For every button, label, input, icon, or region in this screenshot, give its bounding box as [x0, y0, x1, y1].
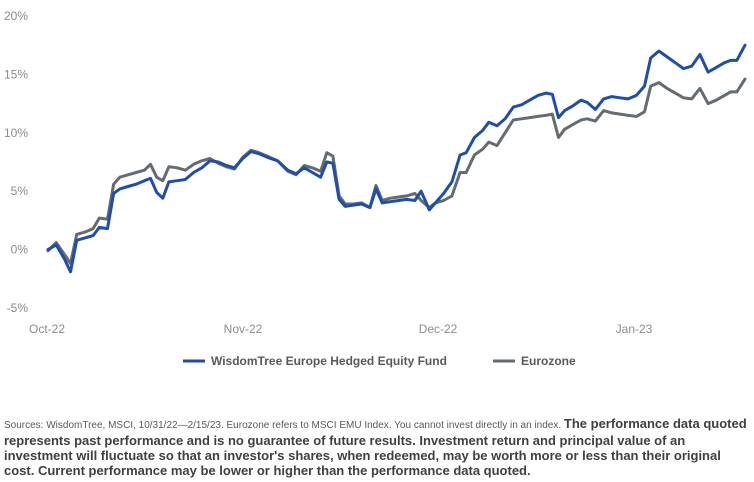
- y-tick-label: 5%: [11, 184, 29, 198]
- x-tick-label: Jan-23: [616, 322, 653, 336]
- series-lines: [46, 43, 747, 274]
- x-tick-label: Nov-22: [224, 322, 263, 336]
- y-axis: 20% 15% 10% 5% 0% -5%: [4, 9, 28, 315]
- y-tick-label: 15%: [4, 67, 28, 81]
- footnote-sources: Sources: WisdomTree, MSCI, 10/31/22—2/15…: [4, 420, 564, 431]
- line-chart: 20% 15% 10% 5% 0% -5% Oct-22 Nov-22 Dec-22 Jan-2…: [4, 9, 747, 368]
- footnote: Sources: WisdomTree, MSCI, 10/31/22—2/15…: [4, 416, 750, 478]
- y-tick-label: 0%: [11, 243, 29, 257]
- series-line-wisdomtree-fund: [46, 43, 747, 274]
- x-tick-label: Oct-22: [29, 322, 65, 336]
- x-axis: Oct-22 Nov-22 Dec-22 Jan-23: [29, 322, 653, 336]
- y-tick-label: 20%: [4, 9, 28, 23]
- x-tick-label: Dec-22: [419, 322, 458, 336]
- y-tick-label: 10%: [4, 126, 28, 140]
- legend-label: Eurozone: [521, 354, 576, 368]
- footnote-disclaimer: The performance data quoted represents p…: [4, 416, 747, 478]
- series-line-eurozone: [46, 77, 747, 266]
- legend-label: WisdomTree Europe Hedged Equity Fund: [211, 354, 447, 368]
- legend: WisdomTree Europe Hedged Equity Fund Euro…: [183, 354, 576, 368]
- y-tick-label: -5%: [7, 301, 29, 315]
